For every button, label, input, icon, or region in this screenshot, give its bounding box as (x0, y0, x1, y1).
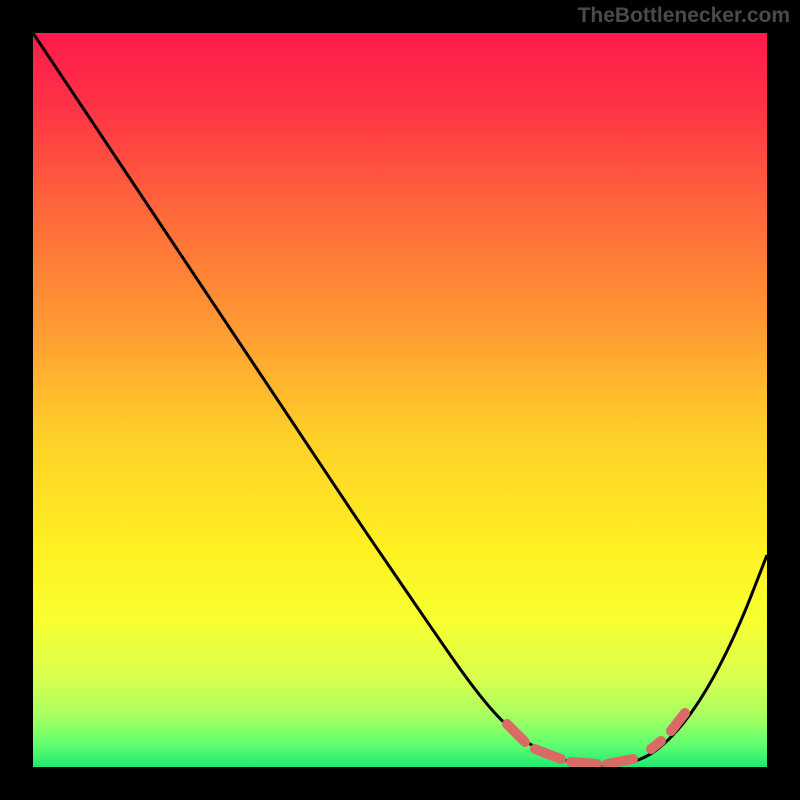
optimal-zone-dashes (507, 713, 685, 764)
watermark-text: TheBottlenecker.com (578, 4, 790, 28)
chart-container: TheBottlenecker.com (0, 0, 800, 800)
bottleneck-curve (33, 33, 767, 765)
curve-layer (33, 33, 767, 767)
plot-area (33, 33, 767, 767)
